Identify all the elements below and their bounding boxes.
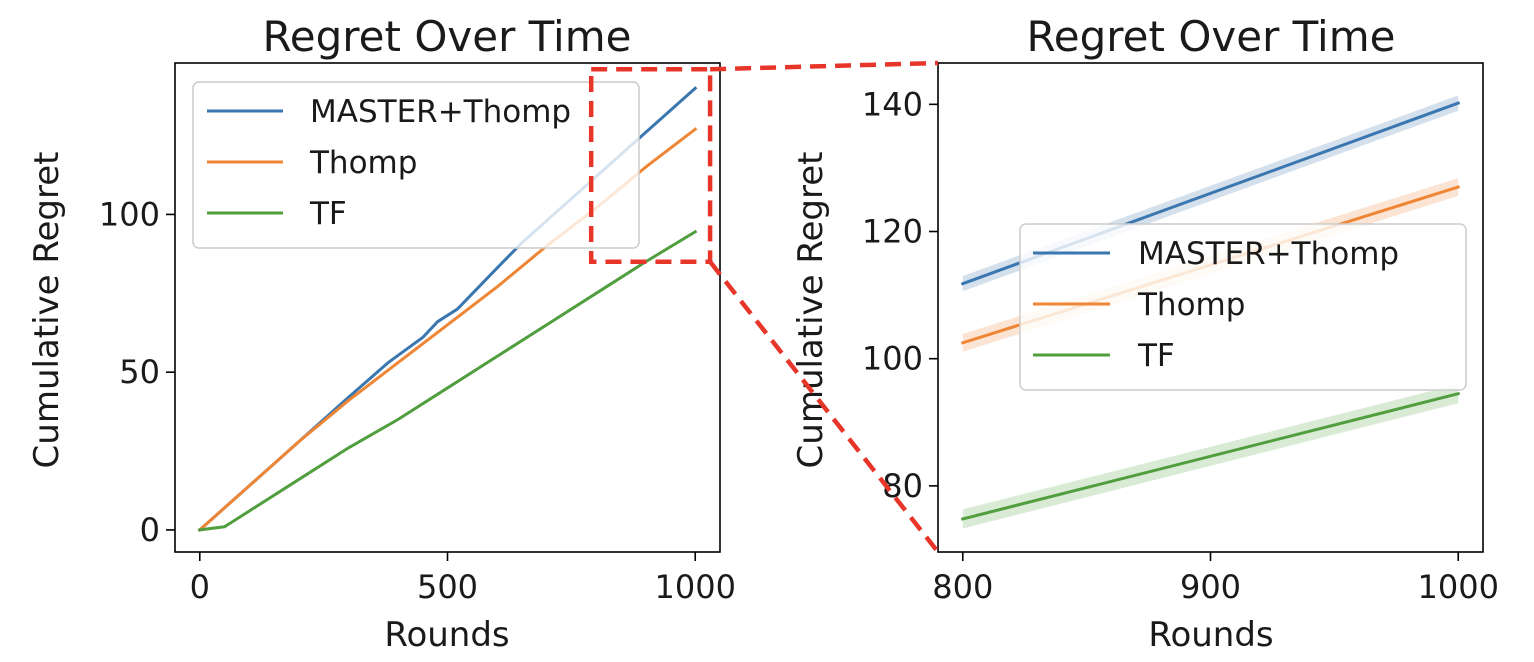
right-x-tick-label: 1000 bbox=[1418, 568, 1499, 606]
right-chart-legend: MASTER+Thomp Thomp TF bbox=[1019, 223, 1467, 391]
right-chart-x-axis-label: Rounds bbox=[1148, 615, 1273, 655]
left-y-tick-label: 0 bbox=[140, 511, 160, 549]
right-legend-label-0: MASTER+Thomp bbox=[1138, 236, 1399, 272]
left-chart-x-axis-label: Rounds bbox=[384, 615, 509, 655]
right-series-line-2 bbox=[960, 391, 1461, 521]
left-chart-y-ticks: 0 50 100 bbox=[99, 195, 175, 549]
right-chart-title: Regret Over Time bbox=[1027, 12, 1396, 61]
right-y-tick-label: 120 bbox=[862, 213, 923, 251]
right-legend-label-2: TF bbox=[1137, 338, 1175, 374]
zoom-region-box bbox=[588, 67, 713, 265]
right-y-tick-label: 100 bbox=[862, 340, 923, 378]
left-y-tick-label: 50 bbox=[119, 353, 160, 391]
left-x-tick-label: 1000 bbox=[655, 568, 736, 606]
zoom-connector-bottom bbox=[708, 260, 940, 554]
right-x-tick-label: 800 bbox=[932, 568, 993, 606]
left-y-tick-label: 100 bbox=[99, 195, 160, 233]
right-chart-y-ticks: 80 100 120 140 bbox=[862, 85, 938, 505]
left-chart-legend: MASTER+Thomp Thomp TF bbox=[192, 81, 640, 249]
left-chart-plot-frame bbox=[174, 62, 721, 553]
left-x-tick-label: 500 bbox=[417, 568, 478, 606]
zoom-indicator bbox=[588, 60, 940, 554]
right-chart-plot-frame bbox=[937, 62, 1484, 553]
left-legend-label-2: TF bbox=[309, 196, 347, 232]
right-x-tick-label: 900 bbox=[1180, 568, 1241, 606]
left-chart-y-axis-label: Cumulative Regret bbox=[27, 152, 67, 469]
right-chart-legend-box bbox=[1019, 223, 1467, 391]
left-x-tick-label: 0 bbox=[190, 568, 210, 606]
left-chart-legend-box bbox=[192, 81, 640, 249]
zoom-connector-top bbox=[710, 60, 939, 72]
right-y-tick-label: 140 bbox=[862, 85, 923, 123]
left-chart-x-ticks: 0 500 1000 bbox=[190, 552, 736, 606]
right-y-tick-label: 80 bbox=[882, 467, 923, 505]
left-legend-label-0: MASTER+Thomp bbox=[310, 94, 571, 130]
right-chart: Regret Over Time Rounds Cumulative Regre… bbox=[791, 12, 1499, 655]
right-legend-label-1: Thomp bbox=[1137, 287, 1245, 323]
right-chart-x-ticks: 800 900 1000 bbox=[932, 552, 1499, 606]
left-series-line-2 bbox=[198, 229, 698, 532]
right-chart-y-axis-label: Cumulative Regret bbox=[791, 152, 831, 469]
left-chart: Regret Over Time Rounds Cumulative Regre… bbox=[27, 12, 736, 655]
left-chart-title: Regret Over Time bbox=[263, 12, 632, 61]
left-legend-label-1: Thomp bbox=[309, 145, 417, 181]
